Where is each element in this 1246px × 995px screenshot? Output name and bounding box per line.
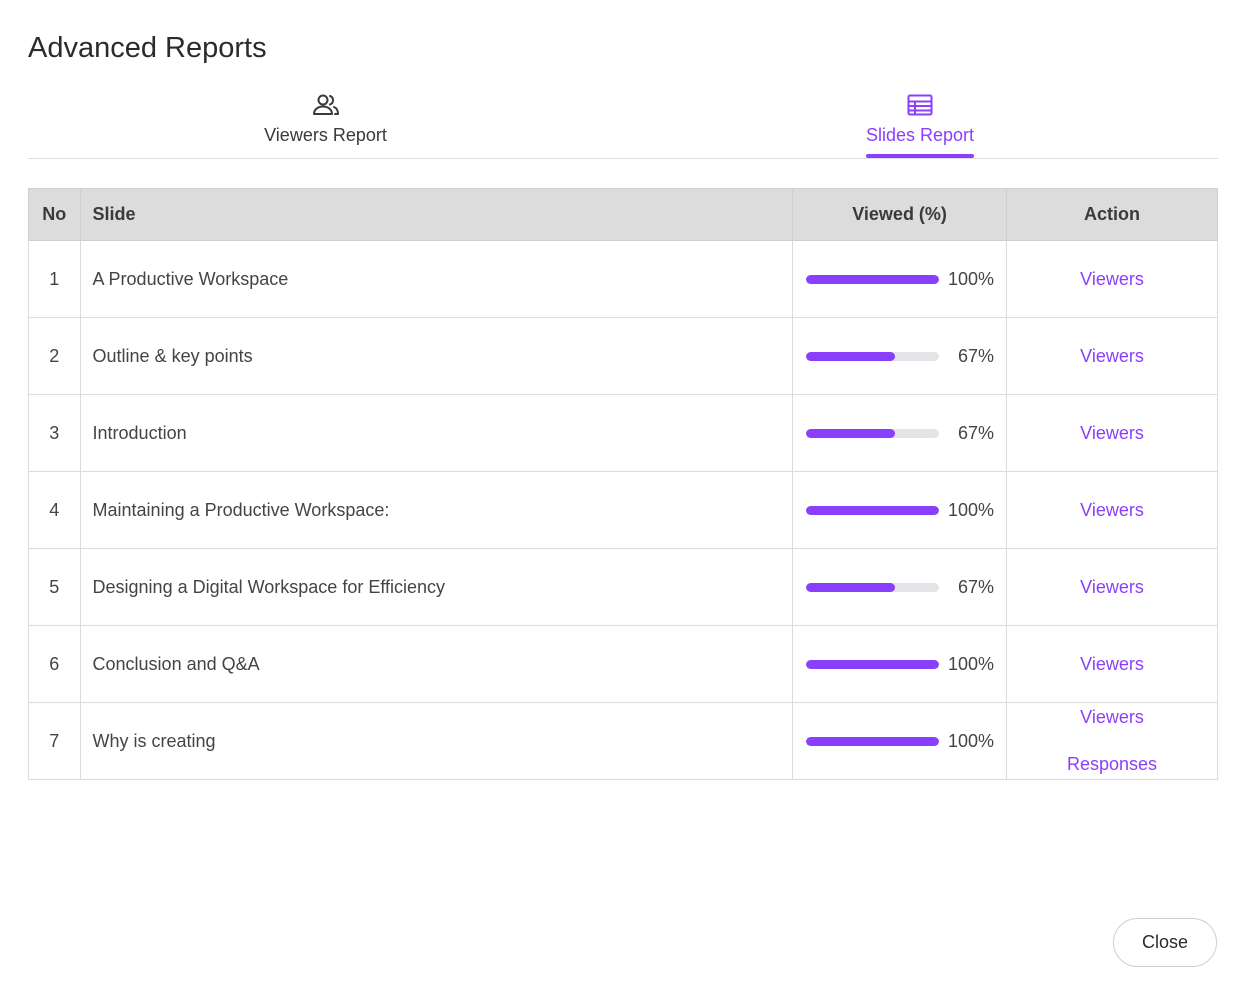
viewers-link[interactable]: Viewers [1080,653,1144,674]
header-slide: Slide [79,188,794,241]
row-number: 2 [28,317,81,395]
slide-title: Introduction [79,394,794,472]
viewed-cell: 100% [792,240,1008,318]
tab-viewers-report[interactable]: Viewers Report [248,84,403,157]
table-row: 6 Conclusion and Q&A 100% Viewers [28,625,1218,703]
viewed-percent: 67% [957,345,995,366]
viewed-progress-fill [806,428,896,438]
row-number: 7 [28,702,81,780]
table-row: 7 Why is creating 100% Viewers Responses [28,702,1218,780]
action-cell: Viewers [1006,394,1218,472]
action-cell: Viewers [1006,471,1218,549]
viewed-progress-fill [806,582,896,592]
viewed-cell: 67% [792,548,1008,626]
viewed-progress-bar [806,274,940,284]
viewed-cell: 67% [792,394,1008,472]
slide-title: Conclusion and Q&A [79,625,794,703]
viewers-link[interactable]: Viewers [1080,499,1144,520]
viewed-percent: 100% [947,730,995,751]
viewed-percent: 67% [957,422,995,443]
viewed-cell: 100% [792,471,1008,549]
table-row: 5 Designing a Digital Workspace for Effi… [28,548,1218,626]
viewed-progress-fill [806,351,896,361]
table-row: 4 Maintaining a Productive Workspace: 10… [28,471,1218,549]
table-row: 1 A Productive Workspace 100% Viewers [28,240,1218,318]
slide-title: Why is creating [79,702,794,780]
dialog-title: Advanced Reports [28,32,267,64]
viewed-cell: 100% [792,625,1008,703]
table-row: 2 Outline & key points 67% Viewers [28,317,1218,395]
viewed-progress-bar [806,582,940,592]
viewed-cell: 100% [792,702,1008,780]
slides-report-table: No Slide Viewed (%) Action 1 A Productiv… [28,188,1218,780]
viewed-progress-bar [806,351,940,361]
report-tabs: Viewers Report Slides Report [28,84,1218,159]
action-cell: Viewers [1006,625,1218,703]
active-tab-indicator [866,154,974,158]
users-icon [312,90,340,120]
viewed-progress-fill [806,736,940,746]
row-number: 6 [28,625,81,703]
viewed-progress-bar [806,428,940,438]
action-cell: Viewers [1006,317,1218,395]
viewers-link[interactable]: Viewers [1080,707,1144,727]
slide-title: Outline & key points [79,317,794,395]
slide-title: A Productive Workspace [79,240,794,318]
viewed-progress-bar [806,659,940,669]
tab-slides-label: Slides Report [865,125,975,145]
viewed-progress-fill [806,505,940,515]
action-cell: Viewers [1006,548,1218,626]
viewed-percent: 100% [947,268,995,289]
row-number: 4 [28,471,81,549]
responses-link[interactable]: Responses [1066,754,1158,774]
row-number: 3 [28,394,81,472]
row-number: 1 [28,240,81,318]
viewed-cell: 67% [792,317,1008,395]
viewers-link[interactable]: Viewers [1080,268,1144,289]
table-icon [907,90,933,120]
viewed-progress-fill [806,274,940,284]
viewers-link[interactable]: Viewers [1080,345,1144,366]
viewed-progress-bar [806,505,940,515]
viewed-progress-bar [806,736,940,746]
action-cell: Viewers Responses [1006,702,1218,780]
viewed-percent: 100% [947,653,995,674]
viewers-link[interactable]: Viewers [1080,422,1144,443]
viewed-percent: 67% [957,576,995,597]
row-number: 5 [28,548,81,626]
header-viewed: Viewed (%) [792,188,1008,241]
tab-viewers-label: Viewers Report [264,125,387,145]
slide-title: Maintaining a Productive Workspace: [79,471,794,549]
table-row: 3 Introduction 67% Viewers [28,394,1218,472]
header-action: Action [1006,188,1218,241]
viewed-progress-fill [806,659,940,669]
close-button[interactable]: Close [1113,918,1217,967]
viewers-link[interactable]: Viewers [1080,576,1144,597]
viewed-percent: 100% [947,499,995,520]
header-no: No [28,188,81,241]
slide-title: Designing a Digital Workspace for Effici… [79,548,794,626]
table-header-row: No Slide Viewed (%) Action [28,188,1218,241]
tab-slides-report[interactable]: Slides Report [858,84,982,158]
action-cell: Viewers [1006,240,1218,318]
